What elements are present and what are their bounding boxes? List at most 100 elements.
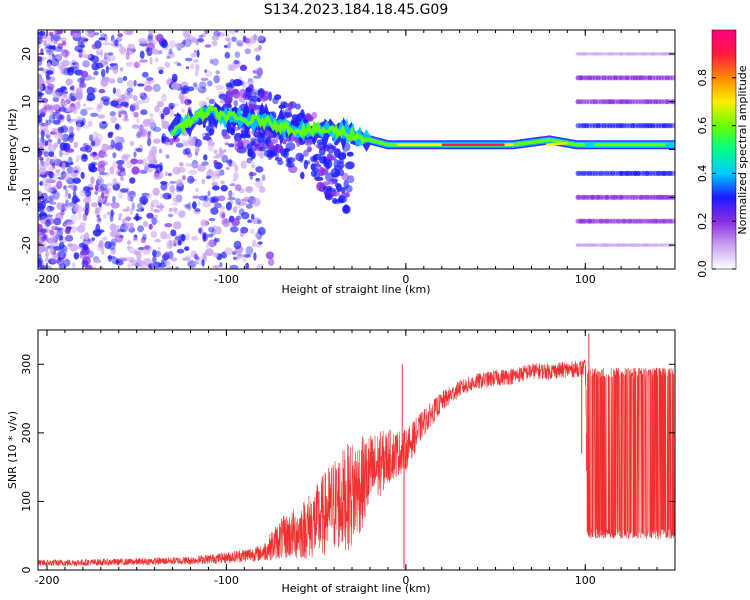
speckle	[230, 183, 236, 186]
x-tick-label: -100	[214, 273, 239, 286]
speckle	[212, 40, 218, 46]
speckle	[295, 153, 304, 162]
speckle	[95, 207, 100, 215]
speckle	[80, 109, 88, 116]
speckle	[305, 160, 310, 164]
speckle	[81, 172, 85, 179]
speckle	[189, 139, 195, 146]
speckle	[266, 252, 274, 260]
speckle	[226, 202, 232, 211]
speckle	[156, 165, 162, 173]
speckle	[115, 123, 120, 129]
speckle	[215, 226, 221, 234]
speckle	[136, 100, 145, 104]
speckle	[58, 127, 64, 134]
speckle	[117, 77, 123, 83]
speckle	[103, 154, 108, 158]
speckle	[205, 248, 214, 256]
speckle	[136, 117, 139, 123]
speckle	[42, 234, 47, 240]
speckle	[101, 247, 104, 255]
speckle	[223, 135, 231, 139]
speckle	[159, 149, 162, 154]
speckle	[181, 108, 185, 112]
speckle	[186, 66, 189, 69]
speckle	[233, 207, 237, 213]
speckle	[140, 51, 145, 59]
speckle	[90, 176, 94, 184]
speckle	[90, 77, 95, 80]
speckle	[83, 206, 90, 213]
y-tick-label: 300	[20, 354, 33, 375]
speckle	[48, 186, 52, 193]
speckle	[234, 164, 238, 172]
speckle	[305, 113, 312, 120]
speckle	[172, 167, 180, 175]
speckle	[97, 175, 102, 184]
speckle	[227, 197, 236, 200]
speckle	[121, 171, 127, 176]
speckle	[232, 250, 236, 254]
speckle	[257, 67, 263, 75]
speckle	[46, 75, 51, 81]
speckle	[120, 67, 124, 72]
speckle	[133, 251, 140, 255]
speckle	[108, 242, 116, 251]
speckle	[215, 70, 219, 74]
colorbar-tick-label: 0.6	[696, 117, 709, 135]
speckle	[117, 232, 121, 237]
speckle	[139, 40, 148, 44]
speckle	[204, 69, 207, 73]
speckle	[126, 88, 133, 93]
speckle	[185, 58, 193, 62]
speckle	[179, 162, 184, 167]
speckle	[52, 156, 58, 164]
speckle	[46, 50, 53, 55]
speckle	[327, 188, 336, 192]
speckle	[90, 113, 98, 117]
speckle	[57, 138, 61, 144]
speckle	[323, 159, 332, 169]
speckle	[40, 124, 49, 132]
speckle	[164, 223, 172, 227]
speckle	[72, 108, 77, 114]
speckle	[103, 42, 112, 45]
speckle	[52, 128, 57, 132]
speckle	[64, 193, 68, 199]
speckle	[235, 184, 242, 191]
speckle	[143, 221, 148, 227]
speckle	[192, 196, 200, 199]
speckle	[123, 154, 131, 159]
speckle	[72, 33, 81, 38]
speckle	[127, 44, 135, 52]
speckle	[209, 197, 215, 204]
speckle	[96, 216, 101, 224]
speckle	[195, 147, 200, 153]
speckle	[146, 194, 152, 198]
speckle	[236, 40, 243, 45]
speckle	[166, 56, 170, 59]
speckle	[212, 265, 221, 268]
speckle	[253, 252, 256, 261]
speckle	[331, 168, 340, 178]
speckle	[73, 165, 81, 174]
speckle	[191, 236, 198, 241]
speckle	[117, 33, 123, 37]
speckle	[113, 178, 118, 185]
speckle	[169, 208, 173, 212]
speckle	[252, 240, 256, 248]
speckle	[219, 147, 223, 154]
speckle	[172, 74, 178, 82]
speckle	[98, 114, 106, 118]
speckle	[142, 72, 149, 78]
speckle	[220, 180, 225, 184]
colorbar-tick-label: 0.0	[696, 260, 709, 278]
speckle	[65, 235, 73, 242]
speckle	[198, 228, 202, 234]
speckle	[133, 216, 142, 220]
speckle	[83, 213, 87, 221]
chart-canvas: S134.2023.184.18.45.G09 -200 -100 0 1002010…	[0, 0, 750, 600]
speckle	[332, 179, 338, 183]
spectrogram-plot-area	[38, 30, 675, 269]
speckle	[235, 198, 241, 205]
